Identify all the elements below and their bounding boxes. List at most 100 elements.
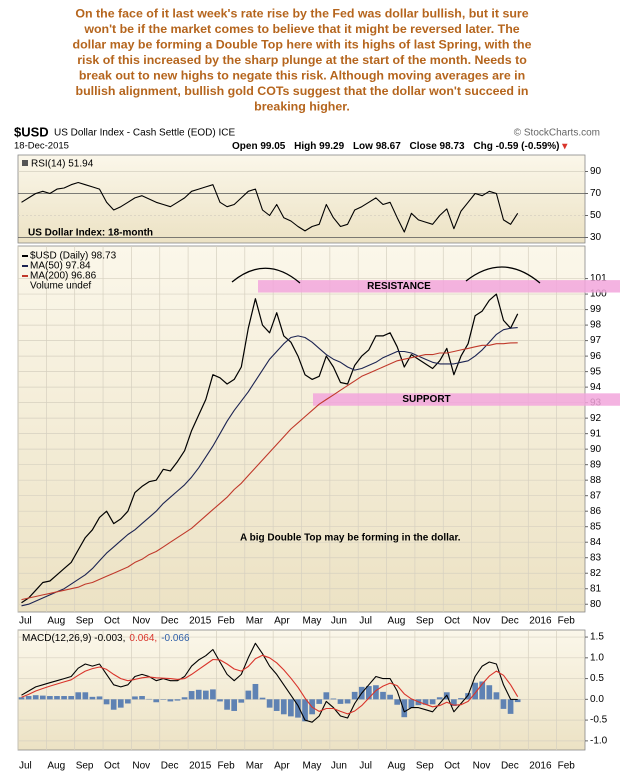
histogram-bar [231,699,238,711]
histogram-bar [32,695,39,700]
y-tick-label: 87 [590,490,602,501]
histogram-bar [408,699,415,709]
histogram-bar [295,699,301,718]
histogram-bar [103,699,110,705]
double-top-arcs [231,266,541,284]
y-tick-label: 83 [590,552,602,563]
x-tick-label: Nov [473,616,491,627]
quote-item: Open 99.05 [232,141,286,152]
histogram-bar [181,697,188,700]
histogram-bar [351,691,358,700]
y-tick-label: 97 [590,335,602,346]
x-tick-label: Oct [444,616,460,627]
x-tick-label: Aug [47,616,65,627]
commentary-line: On the face of it last week's rate rise … [75,6,528,20]
histogram-bar [394,699,401,705]
x-tick-label: Feb [217,761,235,772]
series-line [21,642,518,723]
histogram-bar [25,696,32,700]
y-tick-label: 91 [590,428,602,439]
series-line [21,654,519,715]
histogram-bar [280,699,287,715]
y-tick-label: 89 [590,459,602,470]
x-tick-label: Sep [76,761,94,772]
histogram-bar [465,693,471,700]
x-tick-label: Jul [19,761,32,772]
y-tick-label: 50 [590,210,602,221]
y-tick-label: 81 [590,583,602,594]
y-tick-label: 92 [590,413,602,424]
commentary-line: risk of this increased by the sharp plun… [77,53,527,67]
y-tick-label: 0.0 [590,694,604,705]
x-tick-label: Aug [388,616,406,627]
x-tick-label: Nov [132,616,150,627]
quote-item: Chg -0.59 (-0.59%) [473,141,559,152]
y-tick-label: 30 [590,232,602,243]
histogram-bar [75,692,82,700]
legend-entry: MACD(12,26,9) -0.003, [22,633,125,644]
histogram-bar [110,699,117,710]
y-tick-label: 1.5 [590,632,604,643]
histogram-bar [61,696,67,700]
histogram-bar [96,696,103,700]
x-tick-label: 2015 [189,616,212,627]
x-tick-label: Nov [132,761,150,772]
histogram-bar [125,699,131,704]
histogram-bar [337,699,344,704]
histogram-bar [39,695,46,700]
y-tick-label: -0.5 [590,715,608,726]
y-tick-label: 94 [590,382,602,393]
histogram-bar [288,699,294,717]
x-tick-label: Mar [246,761,264,772]
x-tick-label: May [303,761,322,772]
histogram-bar [479,681,486,700]
histogram-bar [117,699,124,708]
histogram-bar [380,691,386,700]
histogram-bar [202,690,209,700]
x-tick-label: Mar [246,616,264,627]
histogram-bar [167,699,174,702]
y-tick-label: 90 [590,166,602,177]
histogram-bar [486,685,493,700]
x-tick-label: Dec [501,761,519,772]
x-tick-label: Oct [104,761,120,772]
commentary-line: break out to new highs to negate this ri… [79,68,525,82]
x-tick-label: Dec [161,761,179,772]
support-band [313,393,620,406]
x-tick-label: Feb [558,761,576,772]
histogram-bar [54,696,60,700]
x-tick-label: Feb [558,616,576,627]
chart-title: US Dollar Index: 18-month [28,228,153,239]
histogram-bar [195,689,202,700]
commentary: On the face of it last week's rate rise … [73,6,532,113]
histogram-bar [451,699,457,706]
y-tick-label: 0.5 [590,673,604,684]
y-tick-label: 82 [590,568,602,579]
histogram-bar [139,696,145,700]
x-tick-label: Aug [47,761,65,772]
quote-item: Close 98.73 [410,141,465,152]
histogram-bar [387,694,393,700]
x-tick-label: Sep [416,761,434,772]
histogram-bar [500,699,507,709]
commentary-line: dollar may be forming a Double Top here … [73,37,532,51]
histogram-bar [210,689,216,700]
symbol: $USD [14,124,49,139]
quote-item: Low 98.67 [353,141,401,152]
y-tick-label: 86 [590,506,602,517]
histogram-bar [365,686,372,700]
legend-entry: MA(50) 97.84 [30,261,91,272]
legend-entry: Volume undef [30,281,91,292]
histogram-bar [273,699,280,711]
instrument-name: US Dollar Index - Cash Settle (EOD) ICE [54,128,235,139]
x-tick-label: Apr [274,616,290,627]
histogram-bar [153,699,160,703]
histogram-bar [18,697,25,700]
x-tick-label: Feb [217,616,235,627]
x-tick-label: Nov [473,761,491,772]
histogram-bar [259,697,266,700]
y-tick-label: -1.0 [590,736,608,747]
arc [465,266,541,284]
legend-entry: 0.064, [129,633,157,644]
y-tick-label: 99 [590,304,602,315]
